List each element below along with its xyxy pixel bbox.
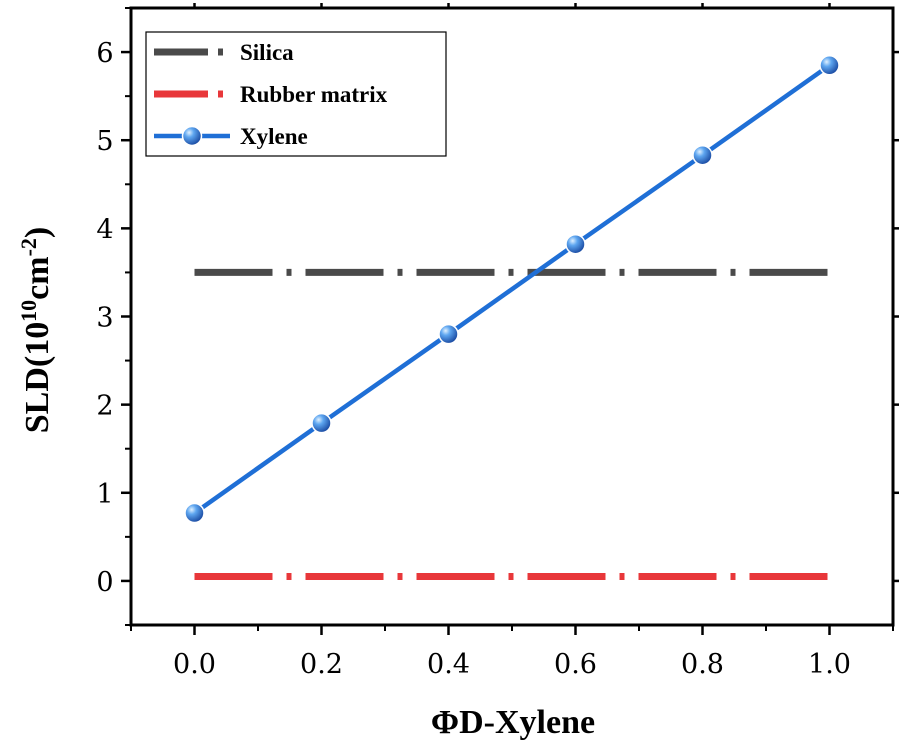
data-point-xylene (819, 55, 840, 76)
series-layer (184, 55, 840, 581)
x-tick-label: 0.4 (427, 649, 470, 680)
legend-label-rubber-matrix: Rubber matrix (240, 82, 388, 107)
x-tick-label: 0.6 (554, 649, 597, 680)
y-tick-label: 3 (96, 303, 113, 334)
y-tick-label: 0 (96, 567, 113, 598)
data-point-xylene (311, 412, 332, 434)
series-line-xylene (193, 63, 831, 515)
y-tick-label: 5 (96, 126, 113, 157)
x-axis-title: ΦD-Xylene (431, 704, 595, 741)
legend-entry-xylene: Xylene (154, 124, 308, 149)
data-point-xylene (184, 502, 205, 524)
legend-entry-silica: Silica (154, 40, 294, 65)
legend-entry-rubber-matrix: Rubber matrix (154, 82, 388, 107)
axes: 0 1 2 3 4 5 6 0.0 0.2 0.4 0.6 0.8 1.0 (96, 3, 899, 680)
y-tick-label: 4 (96, 214, 113, 245)
x-tick-label: 0.8 (681, 649, 724, 680)
legend-label-silica: Silica (240, 40, 294, 65)
legend: Silica Rubber matrix Xylene (145, 31, 447, 157)
x-tick-label: 1.0 (808, 649, 851, 680)
x-tick-label: 0.0 (173, 649, 216, 680)
y-tick-label: 1 (96, 479, 113, 510)
legend-marker-xylene (181, 125, 203, 147)
data-point-xylene (438, 323, 459, 345)
data-point-xylene (565, 233, 586, 255)
y-axis-title: SLD(1010cm-2) (16, 227, 56, 434)
legend-items: Silica Rubber matrix Xylene (154, 40, 388, 149)
y-tick-label: 6 (96, 38, 113, 69)
data-point-xylene (692, 144, 713, 166)
y-tick-label: 2 (96, 391, 113, 422)
legend-label-xylene: Xylene (240, 124, 308, 149)
x-tick-label: 0.2 (300, 649, 343, 680)
series-xylene (184, 55, 840, 524)
